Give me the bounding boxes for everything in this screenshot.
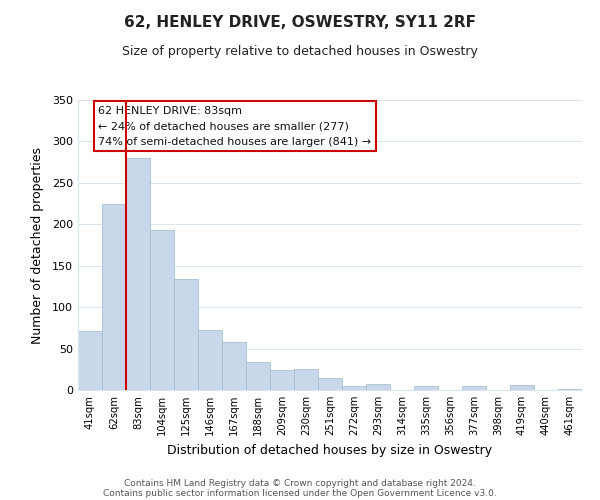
- Bar: [318, 378, 342, 390]
- Bar: [246, 362, 270, 390]
- Bar: [342, 386, 366, 390]
- Bar: [270, 370, 294, 390]
- Bar: [174, 279, 198, 390]
- Bar: [558, 389, 582, 390]
- Text: Size of property relative to detached houses in Oswestry: Size of property relative to detached ho…: [122, 45, 478, 58]
- Bar: [198, 330, 222, 390]
- Text: 62, HENLEY DRIVE, OSWESTRY, SY11 2RF: 62, HENLEY DRIVE, OSWESTRY, SY11 2RF: [124, 15, 476, 30]
- Bar: [366, 384, 390, 390]
- Bar: [150, 230, 174, 390]
- Bar: [414, 386, 438, 390]
- X-axis label: Distribution of detached houses by size in Oswestry: Distribution of detached houses by size …: [167, 444, 493, 456]
- Bar: [222, 342, 246, 390]
- Bar: [78, 331, 102, 390]
- Text: Contains public sector information licensed under the Open Government Licence v3: Contains public sector information licen…: [103, 488, 497, 498]
- Text: Contains HM Land Registry data © Crown copyright and database right 2024.: Contains HM Land Registry data © Crown c…: [124, 478, 476, 488]
- Bar: [510, 385, 534, 390]
- Bar: [102, 204, 126, 390]
- Bar: [462, 386, 486, 390]
- Text: 62 HENLEY DRIVE: 83sqm
← 24% of detached houses are smaller (277)
74% of semi-de: 62 HENLEY DRIVE: 83sqm ← 24% of detached…: [98, 106, 371, 147]
- Y-axis label: Number of detached properties: Number of detached properties: [31, 146, 44, 344]
- Bar: [294, 370, 318, 390]
- Bar: [126, 158, 150, 390]
